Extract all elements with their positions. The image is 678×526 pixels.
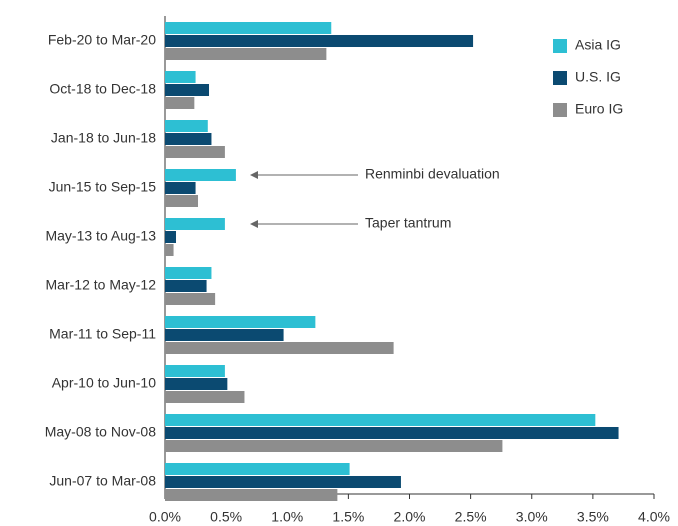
bar: [165, 267, 212, 279]
annotation: Taper tantrum: [365, 215, 451, 231]
legend-label: Euro IG: [575, 101, 623, 117]
bar: [165, 316, 316, 328]
bar: [165, 476, 401, 488]
bar: [165, 218, 225, 230]
legend-swatch: [553, 71, 567, 85]
x-tick-label: 0.5%: [210, 509, 242, 525]
bar: [165, 84, 210, 96]
bar: [165, 365, 225, 377]
y-tick-label: May-13 to Aug-13: [45, 228, 156, 244]
y-tick-label: Jan-18 to Jun-18: [51, 130, 156, 146]
bar: [165, 35, 474, 47]
bar: [165, 146, 225, 158]
bar: [165, 342, 394, 354]
bar: [165, 391, 245, 403]
bar: [165, 489, 338, 501]
y-tick-label: Jun-15 to Sep-15: [49, 179, 157, 195]
x-tick-label: 3.0%: [516, 509, 548, 525]
x-tick-label: 3.5%: [577, 509, 609, 525]
bar: [165, 182, 196, 194]
legend-swatch: [553, 103, 567, 117]
bar: [165, 120, 208, 132]
bar: [165, 71, 196, 83]
annotation-arrowhead: [250, 171, 258, 179]
annotation-arrowhead: [250, 220, 258, 228]
bar: [165, 378, 228, 390]
y-tick-label: Oct-18 to Dec-18: [49, 81, 156, 97]
y-tick-label: Feb-20 to Mar-20: [48, 32, 156, 48]
bar: [165, 133, 212, 145]
x-tick-label: 1.0%: [271, 509, 303, 525]
bar: [165, 97, 195, 109]
x-tick-label: 4.0%: [638, 509, 670, 525]
x-tick-label: 2.0%: [394, 509, 426, 525]
bar: [165, 427, 619, 439]
x-tick-label: 2.5%: [455, 509, 487, 525]
y-tick-label: Jun-07 to Mar-08: [49, 473, 156, 489]
y-tick-label: Mar-12 to May-12: [46, 277, 157, 293]
bar: [165, 329, 284, 341]
bar: [165, 293, 216, 305]
bar: [165, 169, 236, 181]
y-tick-label: May-08 to Nov-08: [45, 424, 156, 440]
x-tick-label: 0.0%: [149, 509, 181, 525]
bar: [165, 48, 327, 60]
bar: [165, 280, 207, 292]
bar: [165, 414, 596, 426]
bar: [165, 195, 199, 207]
annotation: Renminbi devaluation: [365, 166, 500, 182]
bar: [165, 440, 503, 452]
y-tick-label: Apr-10 to Jun-10: [52, 375, 156, 391]
legend-label: U.S. IG: [575, 69, 621, 85]
bar: [165, 231, 177, 243]
bar: [165, 463, 350, 475]
x-tick-label: 1.5%: [332, 509, 364, 525]
bar: [165, 22, 332, 34]
legend-swatch: [553, 39, 567, 53]
legend-label: Asia IG: [575, 37, 621, 53]
bar: [165, 244, 174, 256]
y-tick-label: Mar-11 to Sep-11: [49, 326, 156, 342]
